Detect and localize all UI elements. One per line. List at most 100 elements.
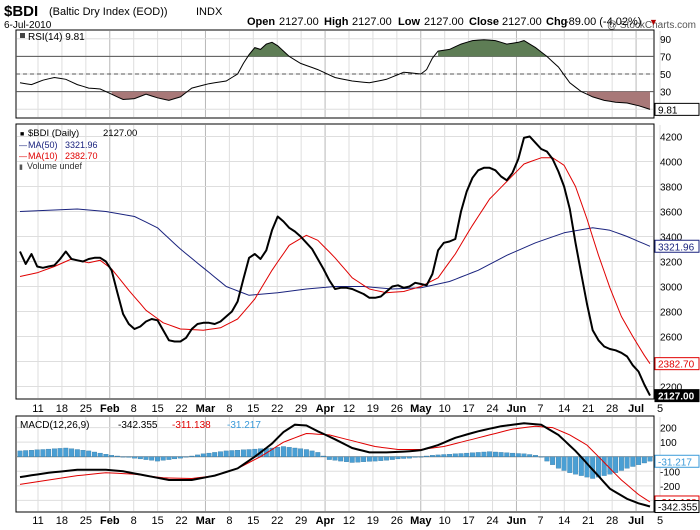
macd-histogram-bar xyxy=(74,449,80,457)
index-name: (Baltic Dry Index (EOD)) xyxy=(49,6,168,18)
x-tick-label: Mar xyxy=(196,515,216,527)
macd-histogram-bar xyxy=(92,451,97,457)
legend-price-name: $BDI (Daily) xyxy=(28,128,79,139)
macd-histogram-bar xyxy=(40,449,46,457)
series-ma-50 xyxy=(19,208,651,296)
price-y-tick: 4200 xyxy=(660,133,683,144)
macd-histogram-bar xyxy=(103,454,109,457)
x-tick-label: 26 xyxy=(391,403,403,415)
macd-histogram-bar xyxy=(555,456,561,469)
rsi-label: RSI(14) 9.81 xyxy=(28,32,85,43)
macd-last-value-2-text: -342.355 xyxy=(658,503,698,514)
macd-y-tick: -200 xyxy=(660,482,680,493)
x-tick-label: 24 xyxy=(486,515,498,527)
macd-histogram-bar xyxy=(613,456,619,473)
x-tick-label: 18 xyxy=(56,515,68,527)
macd-last-value-2: -342.355 xyxy=(654,500,700,514)
macd-histogram-bar xyxy=(366,456,372,462)
price-y-tick: 3200 xyxy=(660,258,683,269)
x-tick-label: 10 xyxy=(439,515,451,527)
legend-ma50-name: MA(50) xyxy=(28,140,58,150)
macd-y-tick: 200 xyxy=(660,424,677,435)
macd-histogram-bar xyxy=(492,451,498,457)
macd-histogram-bar xyxy=(550,456,556,465)
macd-last-value-0-box xyxy=(654,454,700,468)
macd-last-value-2-box xyxy=(654,500,700,514)
x-tick-label: Feb xyxy=(100,403,120,415)
x-tick-label: 18 xyxy=(56,403,68,415)
legend-volume-name: Volume undef xyxy=(27,161,83,171)
macd-histogram-bar xyxy=(143,456,149,460)
macd-histogram-bar xyxy=(229,450,235,457)
macd-histogram-bar xyxy=(424,455,430,457)
macd-histogram-bar xyxy=(355,456,361,463)
price-last-value-0-text: 3321.96 xyxy=(658,242,695,253)
price-y-tick: 2800 xyxy=(660,308,683,319)
x-tick-label: 29 xyxy=(295,515,307,527)
x-tick-label: 24 xyxy=(486,403,498,415)
macd-histogram-bar xyxy=(126,456,132,458)
x-tick-label: Mar xyxy=(196,403,216,415)
macd-histogram-bar xyxy=(189,455,195,457)
macd-histogram-bar xyxy=(200,453,206,457)
grid-lines xyxy=(16,31,661,511)
macd-last-value-0-text: -31.217 xyxy=(658,457,692,468)
macd-histogram-bar xyxy=(155,456,160,462)
price-legend: ■ $BDI (Daily) 2127.00 — MA(50) 3321.96 … xyxy=(19,128,137,171)
x-tick-label: 11 xyxy=(32,515,43,527)
macd-histogram-bar xyxy=(624,456,630,469)
high-label: High xyxy=(324,16,349,28)
x-tick-label: May xyxy=(410,515,432,527)
x-tick-label: 25 xyxy=(80,515,92,527)
macd-histogram-bar xyxy=(218,451,223,457)
macd-histogram-bar xyxy=(498,452,504,457)
macd-histogram-bar xyxy=(338,456,344,462)
high-value: 2127.00 xyxy=(352,16,392,28)
chg-value: -89.00 (-4.02%) xyxy=(565,16,641,28)
macd-histogram-bar xyxy=(544,456,550,462)
macd-histogram-bar xyxy=(281,446,286,457)
rsi-y-tick: 50 xyxy=(660,70,672,81)
x-tick-label: 15 xyxy=(247,515,259,527)
macd-histogram-bar xyxy=(641,456,647,464)
macd-histogram-bar xyxy=(475,452,481,457)
rsi-overbought-fill xyxy=(438,39,547,57)
price-last-value-2-text: 2127.00 xyxy=(658,392,695,403)
macd-histogram-bar xyxy=(372,456,378,462)
macd-histogram-bar xyxy=(160,456,166,461)
price-last-value-1-text: 2382.70 xyxy=(658,360,695,371)
macd-y-tick: 100 xyxy=(660,438,677,449)
x-tick-label: 22 xyxy=(271,403,283,415)
price-y-tick: 4000 xyxy=(660,158,683,169)
x-tick-label: Jun xyxy=(507,515,527,527)
price-last-value-1: 2382.70 xyxy=(654,357,700,371)
macd-histogram-bar xyxy=(561,456,567,471)
x-tick-label: 28 xyxy=(606,515,618,527)
macd-histogram-bar xyxy=(97,452,103,457)
price-last-value-0: 3321.96 xyxy=(654,239,700,253)
macd-histogram-bar xyxy=(149,456,155,461)
series-ma-10 xyxy=(19,157,651,364)
macd-histogram-bar xyxy=(607,456,613,475)
macd-histogram-bar xyxy=(384,456,390,461)
x-tick-label: 8 xyxy=(131,403,137,415)
legend-marker-ma50: — xyxy=(19,141,27,150)
macd-histogram-bar xyxy=(240,449,246,457)
close-label: Close xyxy=(469,16,499,28)
macd-histogram-bar xyxy=(447,454,453,457)
macd-histogram-bar xyxy=(470,452,475,457)
x-tick-label: 12 xyxy=(343,403,355,415)
x-tick-label: 7 xyxy=(537,403,543,415)
macd-histogram-bar xyxy=(120,456,126,458)
macd-histogram-bar xyxy=(527,454,533,457)
macd-histogram-bar xyxy=(309,450,315,457)
macd-histogram-bar xyxy=(504,452,510,457)
macd-histogram-bar xyxy=(389,456,395,460)
date-label: 6-Jul-2010 xyxy=(4,20,52,31)
price-y-tick: 2200 xyxy=(660,383,683,394)
macd-histogram-bar xyxy=(114,455,120,457)
macd-histogram-bar xyxy=(286,447,292,457)
macd-legend: MACD(12,26,9) -342.355 -311.138 -31.217 xyxy=(20,420,261,431)
x-tick-label: 22 xyxy=(271,515,283,527)
